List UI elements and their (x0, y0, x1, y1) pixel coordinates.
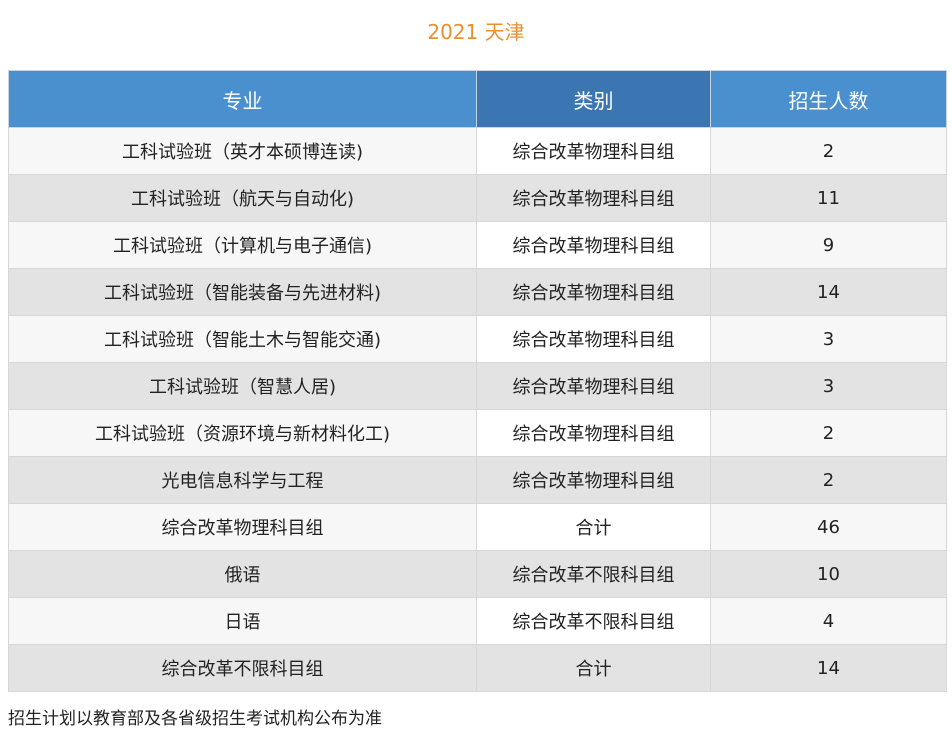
cell-major: 日语 (8, 597, 477, 645)
header-major: 专业 (8, 70, 477, 128)
cell-category: 合计 (476, 644, 711, 692)
header-enrollment-count: 招生人数 (710, 70, 947, 128)
header-category: 类别 (476, 70, 711, 128)
cell-count: 10 (710, 550, 947, 598)
cell-category: 综合改革物理科目组 (476, 221, 711, 269)
table-row: 工科试验班（计算机与电子通信) 综合改革物理科目组 9 (8, 221, 947, 269)
cell-category: 综合改革物理科目组 (476, 268, 711, 316)
cell-count: 11 (710, 174, 947, 222)
table-row: 工科试验班（智能装备与先进材料) 综合改革物理科目组 14 (8, 268, 947, 316)
footnote: 招生计划以教育部及各省级招生考试机构公布为准 (8, 709, 382, 729)
table-row: 日语 综合改革不限科目组 4 (8, 597, 947, 645)
cell-category: 综合改革不限科目组 (476, 550, 711, 598)
page-title: 2021 天津 (427, 20, 525, 44)
cell-category: 综合改革不限科目组 (476, 597, 711, 645)
table-row: 工科试验班（英才本硕博连读) 综合改革物理科目组 2 (8, 127, 947, 175)
cell-major: 工科试验班（航天与自动化) (8, 174, 477, 222)
enrollment-plan-table: 专业 类别 招生人数 工科试验班（英才本硕博连读) 综合改革物理科目组 2 工科… (8, 70, 947, 692)
table-row: 工科试验班（智能土木与智能交通) 综合改革物理科目组 3 (8, 315, 947, 363)
cell-major: 俄语 (8, 550, 477, 598)
cell-count: 4 (710, 597, 947, 645)
cell-count: 46 (710, 503, 947, 551)
cell-category: 综合改革物理科目组 (476, 362, 711, 410)
table-row-subtotal: 综合改革不限科目组 合计 14 (8, 644, 947, 692)
cell-count: 9 (710, 221, 947, 269)
table-row: 光电信息科学与工程 综合改革物理科目组 2 (8, 456, 947, 504)
cell-major: 工科试验班（资源环境与新材料化工) (8, 409, 477, 457)
table-row-subtotal: 综合改革物理科目组 合计 46 (8, 503, 947, 551)
table-row: 工科试验班（智慧人居) 综合改革物理科目组 3 (8, 362, 947, 410)
cell-major: 综合改革物理科目组 (8, 503, 477, 551)
cell-major: 工科试验班（英才本硕博连读) (8, 127, 477, 175)
cell-major: 综合改革不限科目组 (8, 644, 477, 692)
cell-count: 14 (710, 644, 947, 692)
cell-count: 2 (710, 127, 947, 175)
cell-major: 工科试验班（智能装备与先进材料) (8, 268, 477, 316)
cell-category: 综合改革物理科目组 (476, 409, 711, 457)
cell-category: 合计 (476, 503, 711, 551)
cell-category: 综合改革物理科目组 (476, 174, 711, 222)
table-header-row: 专业 类别 招生人数 (8, 70, 947, 128)
cell-count: 2 (710, 409, 947, 457)
cell-major: 工科试验班（计算机与电子通信) (8, 221, 477, 269)
cell-major: 工科试验班（智慧人居) (8, 362, 477, 410)
table-row: 俄语 综合改革不限科目组 10 (8, 550, 947, 598)
cell-category: 综合改革物理科目组 (476, 456, 711, 504)
cell-count: 3 (710, 362, 947, 410)
table-row: 工科试验班（资源环境与新材料化工) 综合改革物理科目组 2 (8, 409, 947, 457)
cell-count: 3 (710, 315, 947, 363)
cell-major: 光电信息科学与工程 (8, 456, 477, 504)
cell-category: 综合改革物理科目组 (476, 315, 711, 363)
cell-count: 14 (710, 268, 947, 316)
cell-major: 工科试验班（智能土木与智能交通) (8, 315, 477, 363)
cell-count: 2 (710, 456, 947, 504)
table-row: 工科试验班（航天与自动化) 综合改革物理科目组 11 (8, 174, 947, 222)
cell-category: 综合改革物理科目组 (476, 127, 711, 175)
